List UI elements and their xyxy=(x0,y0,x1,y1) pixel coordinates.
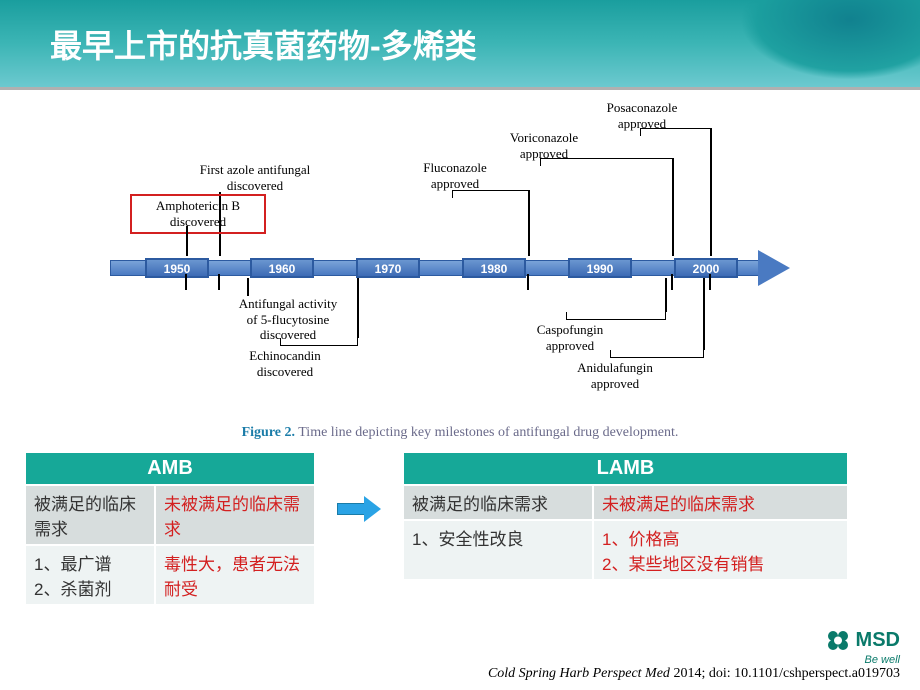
figure-caption-text: Time line depicting key milestones of an… xyxy=(298,425,678,440)
msd-logo-icon xyxy=(826,628,850,652)
tick-posa xyxy=(709,274,711,290)
amb-unmet-header: 未被满足的临床需求 xyxy=(155,485,315,545)
amb-met-header: 被满足的临床需求 xyxy=(25,485,155,545)
event-echinocandin: Echinocandindiscovered xyxy=(220,348,350,379)
right-arrow-icon xyxy=(337,497,381,521)
event-voriconazole: Voriconazoleapproved xyxy=(484,130,604,161)
event-5flucytosine: Antifungal activityof 5-flucytosinedisco… xyxy=(208,296,368,343)
citation-journal: Cold Spring Harb Perspect Med xyxy=(488,666,670,681)
line-anidu xyxy=(703,278,705,350)
line-echino xyxy=(357,278,359,338)
timeline-diagram: 1950 1960 1970 1980 1990 2000 First azol… xyxy=(90,100,830,420)
line-flu xyxy=(528,190,530,256)
lamb-table: LAMB 被满足的临床需求 未被满足的临床需求 1、安全性改良 1、价格高2、某… xyxy=(402,451,849,581)
lamb-unmet-header: 未被满足的临床需求 xyxy=(593,485,848,520)
line-posa xyxy=(710,128,712,256)
timeline-arrow: 1950 1960 1970 1980 1990 2000 xyxy=(110,260,800,290)
msd-tagline: Be well xyxy=(488,654,900,666)
line-caspo xyxy=(665,278,667,312)
amb-met-items: 1、最广谱2、杀菌剂 xyxy=(25,545,155,605)
event-first-azole: First azole antifungaldiscovered xyxy=(180,162,330,193)
bracket-caspo xyxy=(566,312,666,320)
event-caspofungin: Caspofunginapproved xyxy=(510,322,630,353)
amb-table: AMB 被满足的临床需求 未被满足的临床需求 1、最广谱2、杀菌剂 毒性大，患者… xyxy=(24,451,316,606)
event-posaconazole: Posaconazoleapproved xyxy=(572,100,712,131)
slide-title: 最早上市的抗真菌药物-多烯类 xyxy=(50,21,477,67)
event-fluconazole: Fluconazoleapproved xyxy=(400,160,510,191)
slide-header: 最早上市的抗真菌药物-多烯类 xyxy=(0,0,920,90)
event-amphotericin-box: Amphotericin Bdiscovered xyxy=(130,194,266,234)
event-ampho-line xyxy=(186,226,188,256)
bracket-flu xyxy=(452,190,530,198)
tick-flu xyxy=(527,274,529,290)
decade-1960: 1960 xyxy=(250,258,314,278)
slide-footer: MSD Be well Cold Spring Harb Perspect Me… xyxy=(488,628,900,682)
figure-number: Figure 2. xyxy=(242,425,295,440)
timeline-arrowhead xyxy=(758,250,790,286)
arrow-between-tables xyxy=(332,451,386,521)
decade-1990: 1990 xyxy=(568,258,632,278)
amb-title: AMB xyxy=(25,452,315,485)
lamb-met-header: 被满足的临床需求 xyxy=(403,485,593,520)
citation-rest: 2014; doi: 10.1101/cshperspect.a019703 xyxy=(670,666,900,681)
decade-1970: 1970 xyxy=(356,258,420,278)
line-vori xyxy=(672,158,674,256)
tick-ampho xyxy=(185,274,187,290)
bracket-posa xyxy=(640,128,712,136)
msd-logo: MSD xyxy=(488,628,900,652)
decade-1980: 1980 xyxy=(462,258,526,278)
bracket-anidu xyxy=(610,350,704,358)
tick-azole xyxy=(218,274,220,290)
header-decoration xyxy=(740,0,920,80)
msd-logo-text: MSD xyxy=(856,629,900,652)
lamb-unmet-items: 1、价格高2、某些地区没有销售 xyxy=(593,520,848,580)
bracket-vori xyxy=(540,158,674,166)
figure-caption: Figure 2. Time line depicting key milest… xyxy=(0,425,920,441)
lamb-title: LAMB xyxy=(403,452,848,485)
tick-vori xyxy=(671,274,673,290)
lamb-met-items: 1、安全性改良 xyxy=(403,520,593,580)
amb-unmet-items: 毒性大，患者无法耐受 xyxy=(155,545,315,605)
citation: Cold Spring Harb Perspect Med 2014; doi:… xyxy=(488,666,900,682)
comparison-tables: AMB 被满足的临床需求 未被满足的临床需求 1、最广谱2、杀菌剂 毒性大，患者… xyxy=(0,441,920,606)
bracket-echino xyxy=(280,338,358,346)
decade-1950: 1950 xyxy=(145,258,209,278)
decade-2000: 2000 xyxy=(674,258,738,278)
event-anidulafungin: Anidulafunginapproved xyxy=(550,360,680,391)
line-5fc xyxy=(247,278,249,296)
